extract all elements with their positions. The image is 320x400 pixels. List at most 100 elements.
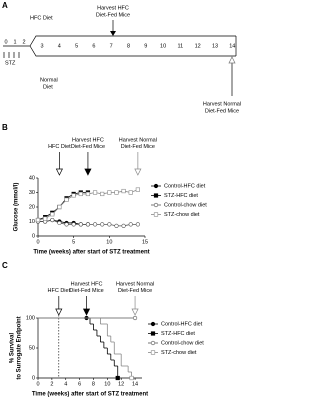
annotation-arrow [55,308,63,316]
data-point [128,190,133,195]
legend-marker [153,193,159,198]
data-point [57,220,62,226]
timeline-text: HFC Diet [30,15,53,21]
data-point [78,191,83,197]
legend-marker [153,202,159,208]
legend-marker [150,350,156,355]
annotation-text: Diet-Fed Mice [71,144,105,150]
legend-label: Control-HFC diet [161,321,203,327]
timeline-text: Diet-Fed Mice [205,108,239,114]
timeline-text: STZ [5,60,16,66]
data-point [135,222,140,227]
panel-label: A [2,1,8,10]
data-point [107,190,112,195]
panel-label: B [2,123,8,132]
annotation-text: Harvest HFC [71,281,103,287]
y-tick-label: 20 [29,204,35,210]
page: {"panels": { "a": {"label": "A", "hfc_di… [2,1,242,398]
timeline-text: Harvest Normal [203,101,241,107]
data-point [121,188,126,194]
timeline-text: Diet-Fed Mice [96,12,130,18]
x-tick-label: 12 [118,381,124,387]
data-point [107,222,112,227]
data-point [128,222,133,227]
data-point [64,222,69,227]
timeline-text: Normal [40,77,58,83]
end-point [129,375,134,381]
annotation-arrow [131,308,139,316]
x-axis-title: Time (weeks) after start of STZ treatmen… [32,392,148,398]
x-tick-label: 0 [36,239,39,245]
annotation-text: HFC Diet [48,144,71,150]
y-axis-title: % Survival [10,332,16,363]
annotation-text: Harvest HFC [72,137,104,143]
legend-label: STZ-HFC diet [164,193,198,199]
data-point [50,217,55,223]
legend-marker [153,212,159,217]
week-label: 13 [212,43,218,49]
annotation-text: Harvest Normal [116,281,154,287]
y-tick-label: 0 [32,233,35,239]
week-label: 2 [22,39,25,45]
figure: A B C HFC Diet Harvest HFC Diet-Fed Mice… [2,1,241,398]
week-label: 5 [75,43,78,49]
x-tick-label: 10 [106,239,112,245]
annotation-arrow [82,308,91,316]
data-point [78,222,83,227]
data-point [35,217,41,223]
x-tick-label: 15 [142,239,148,245]
legend-marker [150,340,156,346]
week-label: 7 [110,43,113,49]
data-point [92,222,98,227]
data-point [57,204,62,210]
timeline-arrow [228,56,236,64]
timeline-arrow [110,31,116,36]
x-tick-label: 10 [104,381,110,387]
data-point [121,223,126,228]
legend-marker [150,331,156,336]
y-axis-title: to Surrogate Endpoint [17,316,23,379]
x-axis-title: Time (weeks) after start of STZ treatmen… [33,250,149,256]
annotation-text: HFC Diet [47,288,70,294]
annotation-arrow [134,168,142,176]
data-point [50,212,55,217]
data-point [114,190,119,195]
data-point [71,193,76,198]
timeline-lines [3,20,237,96]
week-label: 4 [58,43,61,49]
annotation-text: Diet-Fed Mice [121,144,155,150]
annotation-arrow [84,168,92,176]
data-point [85,191,91,197]
legend-marker [153,183,159,189]
x-tick-label: 14 [132,381,138,387]
week-label: 9 [144,43,147,49]
data-point [43,216,48,221]
data-point [114,223,119,228]
data-point [100,191,105,197]
x-tick-label: 5 [72,239,75,245]
timeline-text: Diet [43,84,53,90]
end-point [115,375,120,381]
legend-label: STZ-HFC diet [161,331,195,337]
week-label: 11 [178,43,184,49]
x-tick-label: 8 [92,381,95,387]
data-point [135,187,140,192]
legend-label: Control-chow diet [161,340,204,346]
x-tick-label: 4 [64,381,67,387]
y-tick-label: 0 [32,375,35,381]
annotation-arrow [55,168,63,176]
legend-label: STZ-chow diet [164,212,200,218]
week-label: 1 [13,39,16,45]
panel-label: C [2,261,8,270]
annotation-text: Diet-Fed Mice [118,288,152,294]
x-tick-label: 0 [36,381,39,387]
y-tick-label: 100 [26,315,35,321]
y-axis-title: Glucose (mmol/l) [14,183,20,232]
legend-label: Control-chow diet [164,202,207,208]
data-point [64,197,69,202]
annotation-text: Harvest Normal [119,137,157,143]
week-label: 0 [4,39,7,45]
week-label: 6 [92,43,95,49]
y-tick-label: 40 [29,175,35,181]
legend-marker [150,321,156,327]
